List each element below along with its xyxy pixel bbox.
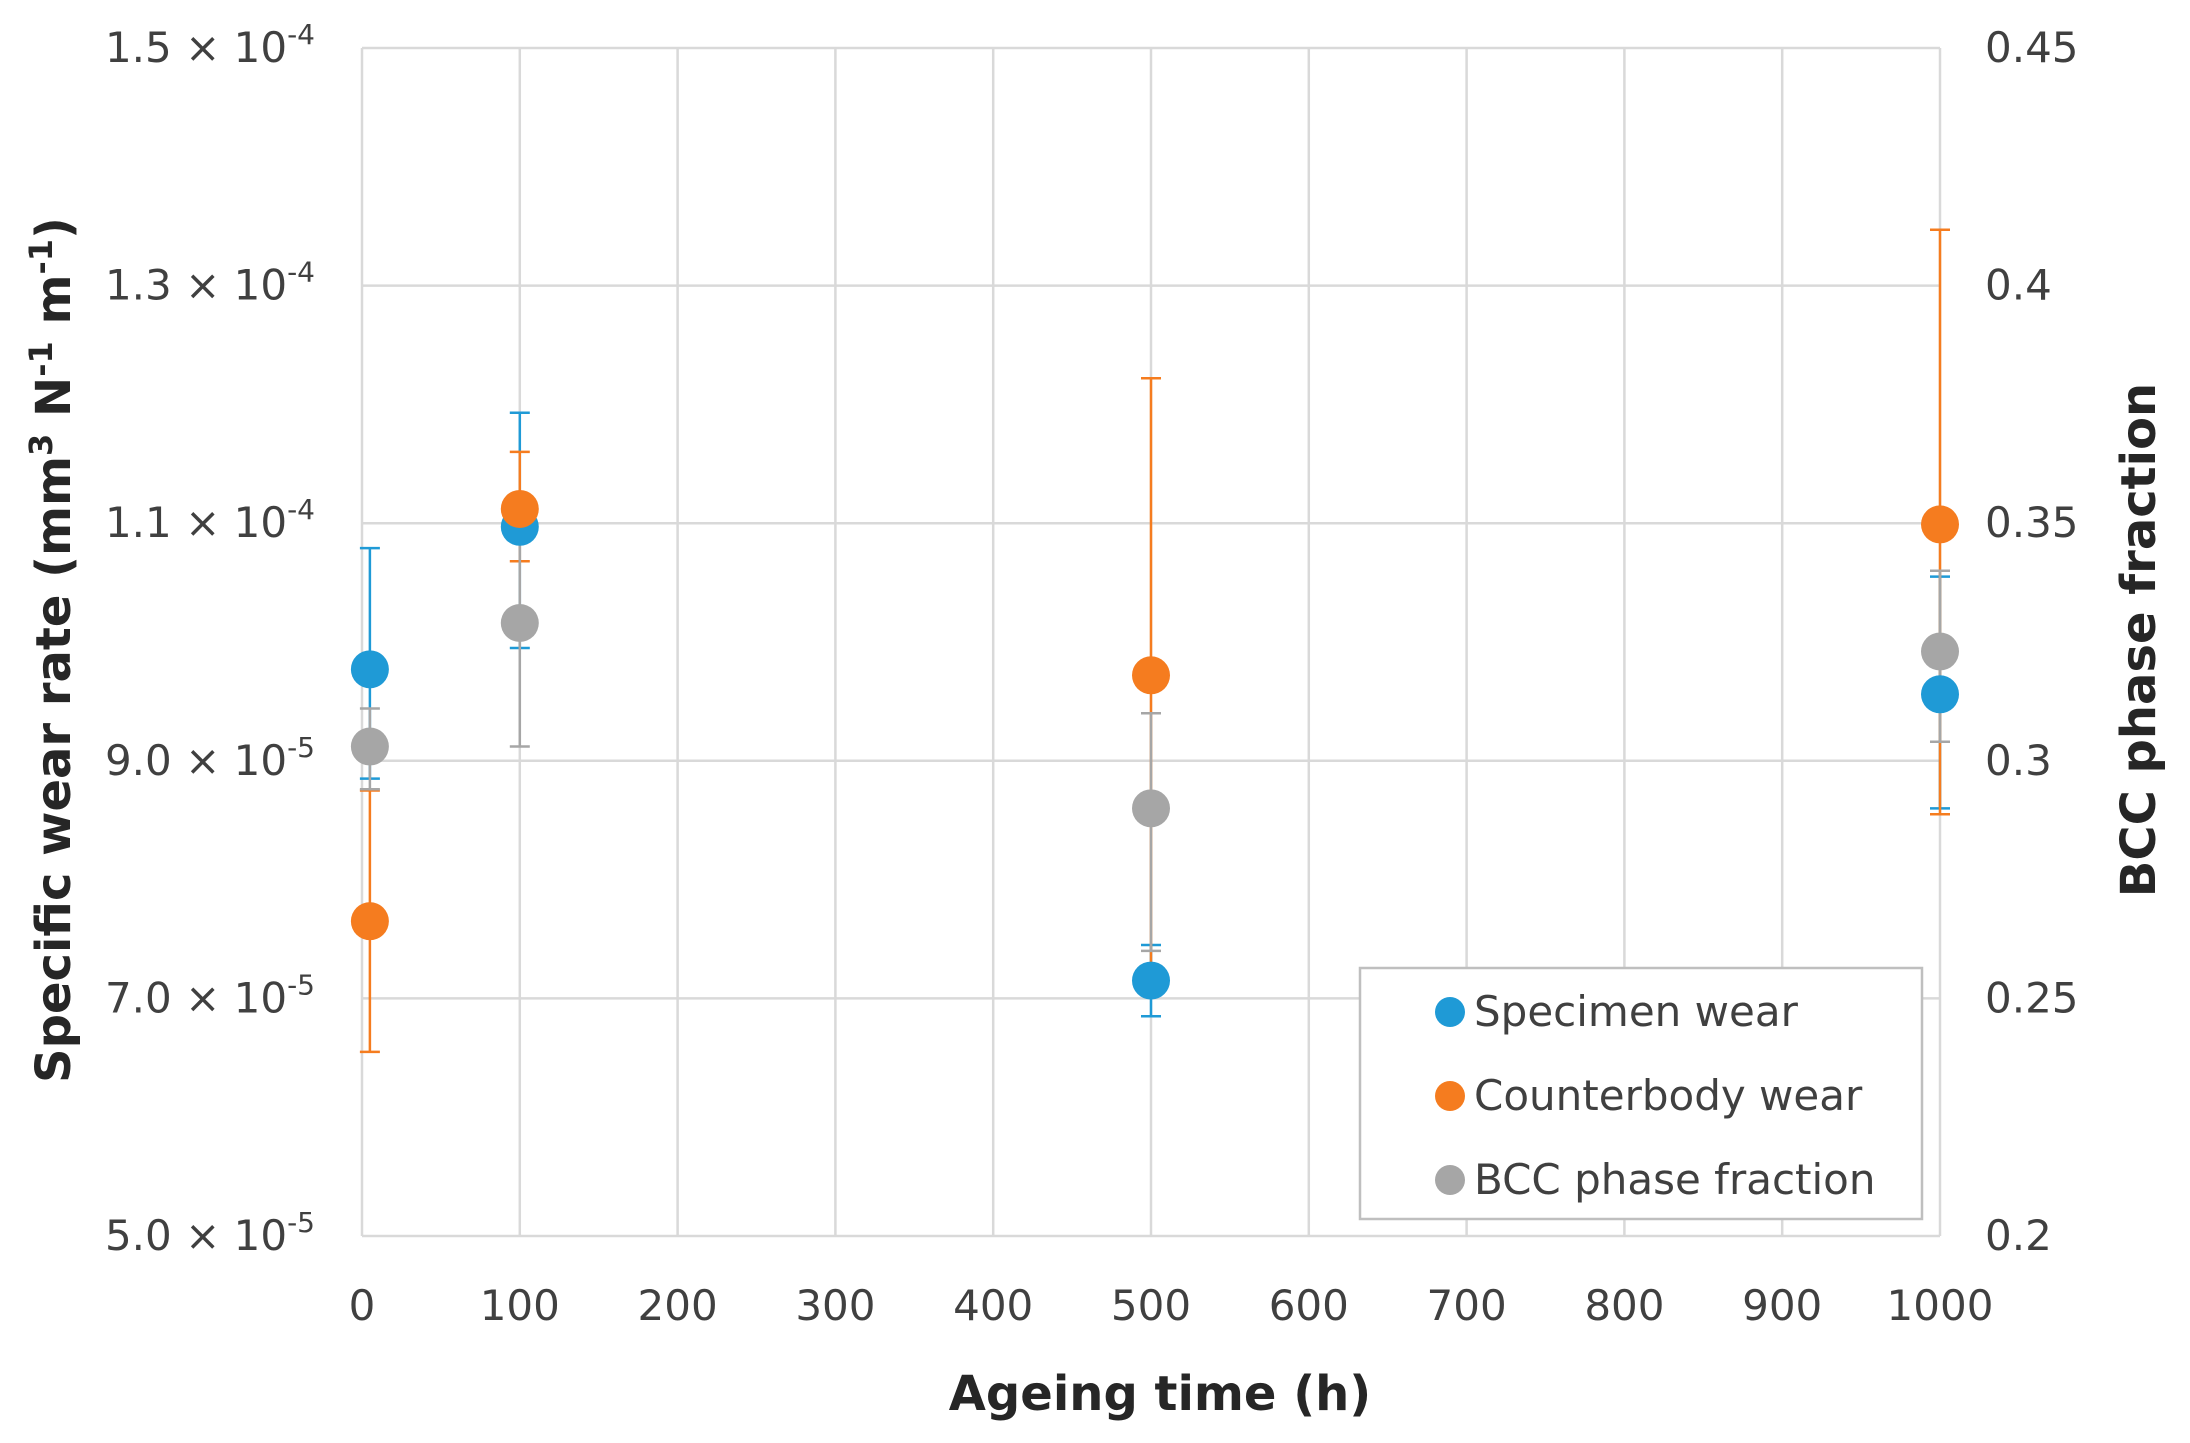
error-bars — [359, 228, 1950, 1054]
left-y-tick-label-3: 1.1 × 10-4 — [105, 493, 315, 547]
bcc-phase-fraction-point-3 — [1921, 632, 1959, 671]
left-y-tick-exponent-0: -5 — [287, 1206, 315, 1239]
specimen-wear-point-0 — [350, 650, 389, 689]
left-y-tick-exponent-2: -5 — [287, 731, 315, 764]
counterbody-wear-point-1 — [500, 489, 539, 528]
right-y-axis-ticks: 0.2 0.25 0.3 0.35 0.4 0.45 — [1985, 23, 2079, 1260]
counterbody-wear-point-2 — [1132, 656, 1170, 695]
right-y-tick-label-5: 0.45 — [1985, 23, 2079, 72]
x-tick-label-1: 100 — [480, 1281, 560, 1330]
right-y-tick-label-3: 0.35 — [1985, 498, 2079, 547]
right-y-tick-label-2: 0.3 — [1985, 736, 2052, 785]
bcc-phase-fraction-point-0 — [350, 727, 389, 766]
legend-marker-counterbody-wear — [1435, 1081, 1465, 1111]
specimen-wear-point-3 — [1921, 675, 1959, 714]
left-y-tick-mantissa-4: 1.3 × 10 — [105, 261, 287, 310]
x-tick-label-9: 900 — [1742, 1281, 1822, 1330]
specimen-wear-point-2 — [1132, 961, 1170, 1000]
left-y-axis-title-sup-3: -1 — [22, 239, 60, 275]
legend-label-bcc-phase-fraction: BCC phase fraction — [1474, 1155, 1876, 1204]
left-y-tick-label-1: 7.0 × 10-5 — [105, 968, 315, 1022]
counterbody-wear-point-0 — [350, 902, 389, 941]
counterbody-wear-point-3 — [1921, 505, 1959, 544]
x-tick-label-8: 800 — [1584, 1281, 1664, 1330]
data-points — [350, 489, 1959, 1000]
legend-label-counterbody-wear: Counterbody wear — [1474, 1071, 1863, 1120]
x-tick-label-2: 200 — [638, 1281, 718, 1330]
x-tick-label-4: 400 — [953, 1281, 1033, 1330]
right-y-tick-label-0: 0.2 — [1985, 1211, 2052, 1260]
left-y-tick-mantissa-1: 7.0 × 10 — [105, 973, 287, 1022]
left-y-axis-title: Specific wear rate (mm3 N-1 m-1) — [22, 217, 82, 1083]
left-y-axis-title-part-4: ) — [26, 217, 82, 239]
left-y-axis-title-part-3: m — [26, 275, 82, 342]
bcc-phase-fraction-point-2 — [1132, 789, 1170, 828]
left-y-axis-title-sup-1: 3 — [22, 434, 60, 456]
left-y-axis-title-part-2: N — [26, 377, 82, 434]
x-tick-label-5: 500 — [1111, 1281, 1191, 1330]
x-tick-label-0: 0 — [349, 1281, 376, 1330]
left-y-axis-title-sup-2: -1 — [22, 341, 60, 377]
left-y-tick-exponent-3: -4 — [287, 493, 315, 526]
x-axis-title: Ageing time (h) — [949, 1366, 1371, 1422]
right-y-tick-label-1: 0.25 — [1985, 973, 2079, 1022]
right-y-axis-title: BCC phase fraction — [2111, 383, 2167, 897]
left-y-tick-label-4: 1.3 × 10-4 — [105, 256, 315, 310]
legend-marker-specimen-wear — [1435, 997, 1465, 1027]
x-tick-label-10: 1000 — [1887, 1281, 1994, 1330]
left-y-axis-ticks: 5.0 × 10-57.0 × 10-59.0 × 10-51.1 × 10-4… — [105, 18, 315, 1260]
legend-label-specimen-wear: Specimen wear — [1474, 987, 1799, 1036]
left-y-tick-exponent-5: -4 — [287, 18, 315, 51]
x-tick-label-6: 600 — [1269, 1281, 1349, 1330]
x-axis-ticks: 0 100 200 300 400 500 600 700 800 900 1000 — [349, 1281, 1994, 1330]
legend: Specimen wear Counterbody wear BCC phase… — [1358, 966, 1924, 1221]
left-y-tick-label-2: 9.0 × 10-5 — [105, 731, 315, 785]
left-y-tick-mantissa-5: 1.5 × 10 — [105, 23, 287, 72]
left-y-axis-title-part-1: Specific wear rate (mm — [26, 456, 82, 1083]
left-y-tick-mantissa-2: 9.0 × 10 — [105, 736, 287, 785]
left-y-tick-mantissa-0: 5.0 × 10 — [105, 1211, 287, 1260]
legend-marker-bcc-phase-fraction — [1435, 1165, 1465, 1195]
left-y-tick-label-5: 1.5 × 10-4 — [105, 18, 315, 72]
left-y-tick-mantissa-3: 1.1 × 10 — [105, 498, 287, 547]
right-y-tick-label-4: 0.4 — [1985, 261, 2052, 310]
x-tick-label-3: 300 — [795, 1281, 875, 1330]
left-y-tick-exponent-1: -5 — [287, 968, 315, 1001]
x-tick-label-7: 700 — [1427, 1281, 1507, 1330]
left-y-tick-exponent-4: -4 — [287, 256, 315, 289]
left-y-tick-label-0: 5.0 × 10-5 — [105, 1206, 315, 1260]
bcc-phase-fraction-point-1 — [500, 603, 539, 642]
